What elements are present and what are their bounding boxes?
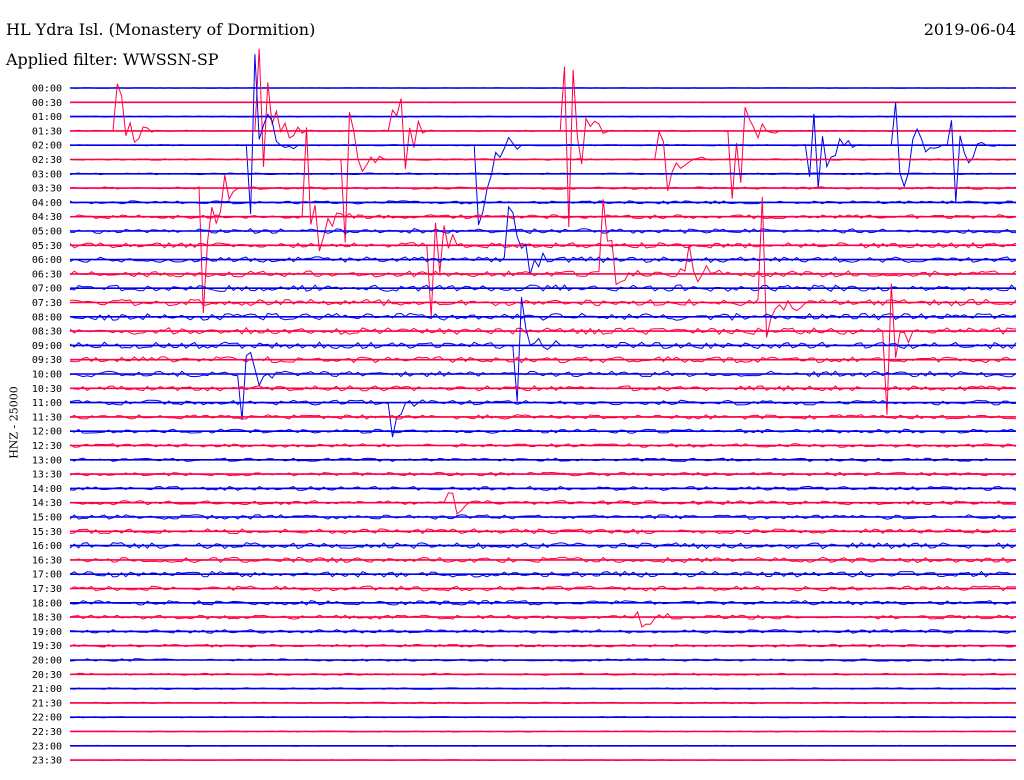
station-title: HL Ydra Isl. (Monastery of Dormition): [6, 20, 316, 39]
trace-line: [70, 48, 1017, 228]
row-tick-label: 16:00: [32, 541, 62, 552]
trace-line: [69, 205, 1017, 275]
trace-line: [69, 356, 1017, 364]
row-tick-label: 03:30: [32, 184, 62, 195]
row-tick-label: 15:00: [32, 513, 62, 524]
row-tick-label: 21:30: [32, 698, 62, 709]
row-tick-label: 17:30: [32, 584, 62, 595]
row-tick-label: 08:30: [32, 327, 62, 338]
trace-line: [69, 610, 1017, 628]
trace-line: [69, 471, 1017, 477]
row-tick-label: 09:30: [32, 355, 62, 366]
row-tick-label: 20:30: [32, 670, 62, 681]
trace-line: [69, 414, 1017, 420]
filter-label: Applied filter: WWSSN-SP: [6, 50, 219, 69]
row-tick-label: 18:00: [32, 598, 62, 609]
row-tick-label: 06:00: [32, 255, 62, 266]
row-tick-label: 02:00: [32, 141, 62, 152]
row-tick-label: 04:00: [32, 198, 62, 209]
row-tick-label: 01:30: [32, 126, 62, 137]
row-tick-label: 21:00: [32, 684, 62, 695]
date-label: 2019-06-04: [923, 20, 1016, 39]
trace-line: [69, 585, 1016, 592]
row-tick-label: 22:00: [32, 713, 62, 724]
trace-line: [69, 199, 1017, 286]
row-tick-label: 00:30: [32, 98, 62, 109]
row-tick-label: 00:00: [32, 84, 62, 95]
row-tick-label: 12:30: [32, 441, 62, 452]
row-tick-label: 07:00: [32, 284, 62, 295]
row-tick-label: 03:00: [32, 169, 62, 180]
row-tick-label: 11:30: [32, 412, 62, 423]
row-tick-label: 11:00: [32, 398, 62, 409]
trace-line: [69, 556, 1017, 564]
row-tick-label: 04:30: [32, 212, 62, 223]
row-tick-label: 09:00: [32, 341, 62, 352]
row-tick-label: 06:30: [32, 269, 62, 280]
row-tick-label: 05:00: [32, 227, 62, 238]
trace-line: [69, 227, 1016, 234]
row-tick-label: 12:00: [32, 427, 62, 438]
row-tick-label: 17:00: [32, 570, 62, 581]
row-tick-label: 23:30: [32, 756, 62, 767]
row-tick-label: 19:30: [32, 641, 62, 652]
trace-line: [69, 54, 1017, 226]
row-tick-label: 22:30: [32, 727, 62, 738]
row-tick-label: 20:00: [32, 656, 62, 667]
row-tick-label: 13:00: [32, 455, 62, 466]
row-tick-label: 08:00: [32, 312, 62, 323]
trace-line: [69, 351, 1017, 420]
row-tick-label: 18:30: [32, 613, 62, 624]
row-tick-label: 13:30: [32, 470, 62, 481]
row-tick-label: 05:30: [32, 241, 62, 252]
trace-line: [69, 297, 1017, 402]
row-tick-label: 10:00: [32, 370, 62, 381]
row-tick-label: 14:00: [32, 484, 62, 495]
row-tick-label: 15:30: [32, 527, 62, 538]
row-tick-label: 14:30: [32, 498, 62, 509]
row-tick-label: 16:30: [32, 555, 62, 566]
row-tick-label: 01:00: [32, 112, 62, 123]
row-tick-label: 23:00: [32, 741, 62, 752]
row-tick-label: 10:30: [32, 384, 62, 395]
row-tick-label: 19:00: [32, 627, 62, 638]
trace-line: [69, 112, 1017, 243]
row-tick-label: 07:30: [32, 298, 62, 309]
row-tick-label: 02:30: [32, 155, 62, 166]
